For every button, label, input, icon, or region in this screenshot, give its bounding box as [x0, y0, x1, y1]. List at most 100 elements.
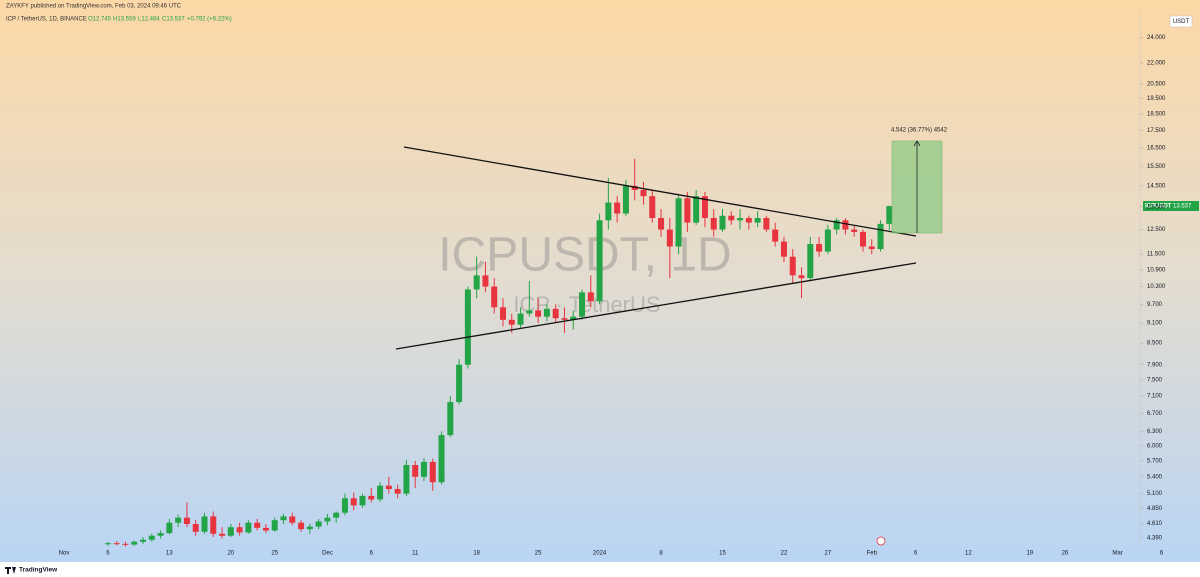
y-tick-label: 9.700: [1147, 302, 1163, 308]
candle-body: [271, 520, 278, 531]
candle-body: [772, 229, 779, 242]
x-tick-label: 6: [106, 551, 110, 557]
candle-body: [245, 522, 252, 533]
currency: USDT: [1173, 19, 1190, 25]
candle-body: [183, 517, 190, 524]
candle-body: [219, 533, 226, 536]
candle-body: [148, 535, 155, 540]
candle-body: [517, 313, 524, 325]
y-tick-label: 18.500: [1147, 112, 1166, 118]
event-marker[interactable]: [876, 536, 886, 546]
y-tick-label: 4.850: [1147, 506, 1163, 512]
candle-body: [719, 215, 726, 230]
candle-body: [570, 316, 577, 320]
candle-body: [500, 307, 506, 320]
y-tick-label: 14.500: [1147, 183, 1166, 189]
candle-body: [447, 402, 454, 436]
x-tick-label: 6: [1160, 551, 1164, 557]
last-price: 13.537: [1173, 204, 1192, 210]
candle-body: [175, 517, 182, 523]
candle-body: [649, 196, 656, 219]
footer-brand: TradingView: [19, 567, 58, 574]
y-tick-label: 7.900: [1147, 362, 1163, 368]
y-tick-label: 5.400: [1147, 474, 1163, 480]
candle-body: [658, 218, 665, 230]
y-tick-label: 10.300: [1147, 284, 1166, 290]
candle-body: [473, 275, 480, 290]
candle-body: [315, 521, 322, 527]
candle-body: [842, 220, 849, 230]
candle-body: [859, 231, 866, 247]
ohlc-change: +0.792 (+6.22%): [187, 17, 232, 23]
candle-body: [394, 489, 401, 494]
ohlc-legend: O12.745 H13.559 L12.484 C13.537 +0.792 (…: [88, 17, 232, 23]
publisher: ZAYKFY published on TradingView.com, Feb…: [6, 4, 182, 10]
y-tick-label: 16.500: [1147, 145, 1166, 151]
measure-label: 4.542 (36.77%) 4542: [891, 128, 948, 134]
candle-body: [359, 495, 366, 506]
candle-body: [298, 522, 305, 530]
y-tick-label: 11.500: [1147, 252, 1166, 258]
candle-body: [701, 196, 708, 219]
candle-body: [420, 461, 427, 477]
candle-body: [491, 286, 498, 308]
trendline-lower[interactable]: [395, 262, 917, 350]
x-tick-label: 27: [825, 551, 832, 557]
candle-body: [377, 485, 384, 500]
candle-body: [614, 202, 621, 214]
x-tick-label: Nov: [59, 551, 70, 557]
x-tick-label: Feb: [867, 551, 878, 557]
y-tick-label: 10.900: [1147, 267, 1166, 273]
candle-body: [254, 522, 261, 528]
candle-body: [464, 289, 471, 365]
candle-body: [824, 229, 831, 252]
candle-body: [868, 246, 875, 250]
footer-logo: [5, 567, 16, 574]
x-tick-label: 6: [914, 551, 918, 557]
candle-body: [104, 543, 111, 545]
candle-body: [833, 220, 840, 230]
y-tick-label: 5.700: [1147, 458, 1163, 464]
candle-body: [737, 218, 744, 221]
candle-body: [526, 310, 533, 314]
x-tick-label: 12: [965, 551, 972, 557]
x-tick-label: 25: [271, 551, 278, 557]
y-tick-label: 17.500: [1147, 128, 1166, 134]
candle-body: [482, 275, 489, 287]
candle-body: [324, 517, 331, 522]
trendline-upper[interactable]: [403, 146, 917, 237]
measure-arrow-head: [913, 140, 921, 147]
candle-body: [535, 310, 542, 317]
candle-body: [763, 218, 770, 230]
y-tick-label: 13.500: [1147, 204, 1166, 210]
candle-body: [780, 241, 787, 257]
y-tick-label: 6.000: [1147, 443, 1163, 449]
candle-body: [333, 512, 340, 518]
candle-body: [789, 256, 796, 276]
symbol-label: ICPUSDT: [1145, 204, 1172, 210]
y-tick-label: 8.500: [1147, 341, 1163, 347]
y-tick-label: 9.100: [1147, 321, 1163, 327]
y-tick-label: 5.100: [1147, 491, 1163, 497]
candle-body: [552, 308, 559, 319]
y-tick-label: 6.300: [1147, 429, 1163, 435]
candle-body: [280, 516, 287, 521]
candle-body: [561, 318, 568, 320]
candle-body: [262, 527, 269, 531]
candle-body: [350, 498, 357, 506]
candle-body: [227, 527, 234, 536]
y-tick-label: 12.500: [1147, 227, 1166, 233]
candle-body: [157, 533, 164, 536]
x-tick-label: 11: [412, 551, 419, 557]
currency-box[interactable]: [1169, 15, 1193, 28]
candle-body: [429, 461, 436, 483]
candle-body: [368, 495, 375, 500]
y-tick-label: 19.500: [1147, 96, 1166, 102]
candle-body: [728, 215, 735, 221]
candle-body: [622, 185, 629, 214]
y-tick-label: 6.700: [1147, 411, 1163, 417]
candle-body: [666, 229, 673, 247]
candle-body: [403, 465, 410, 494]
x-tick-label: 19: [1026, 551, 1033, 557]
candle-body: [543, 308, 550, 317]
